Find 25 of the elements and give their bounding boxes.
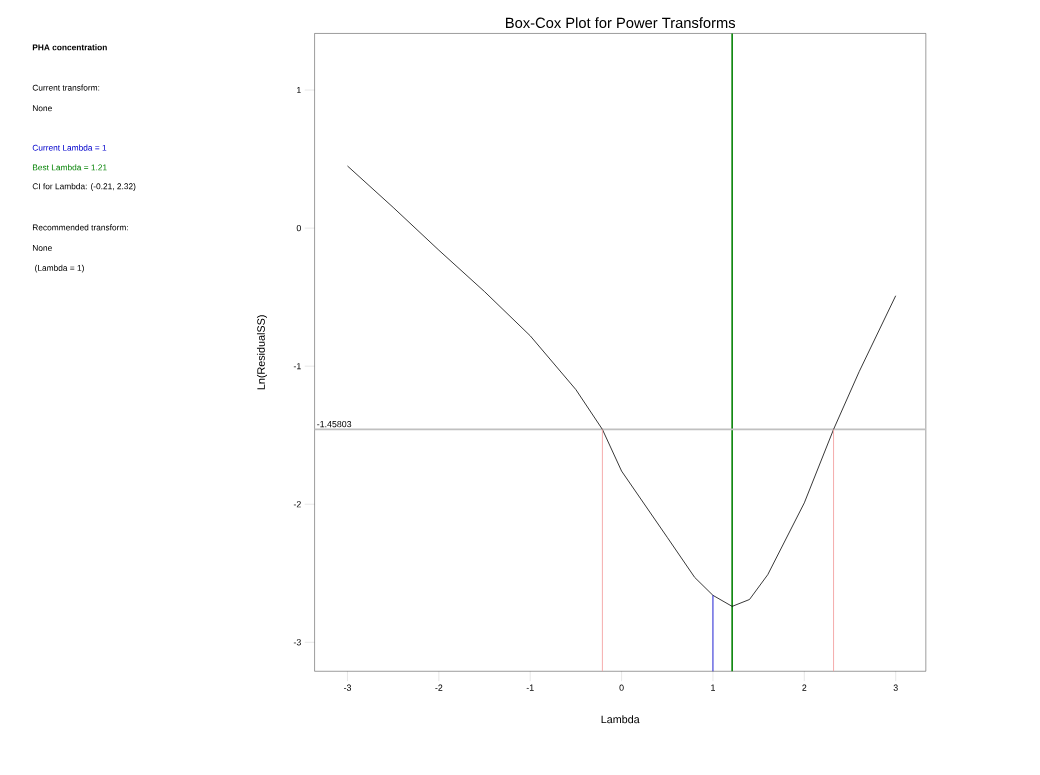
text: Recommended transform:: [32, 224, 128, 231]
x-tick-label: 0: [619, 684, 624, 692]
x-tick-label: 1: [711, 684, 715, 691]
x-tick-label: -1: [526, 684, 534, 691]
text: None: [32, 105, 52, 112]
text: CI for Lambda: (-0.21, 2.32): [32, 183, 136, 192]
y-tick-label: -3: [293, 639, 301, 646]
x-tick-label: 3: [893, 684, 898, 692]
text: (Lambda = 1): [35, 265, 84, 273]
text: Current transform:: [32, 84, 100, 91]
x-axis-title: Lambda: [601, 715, 640, 724]
y-tick-label: 1: [297, 87, 301, 94]
y-tick-label: 0: [296, 225, 301, 232]
y-tick-label: -2: [293, 501, 301, 508]
y-axis-title: Ln(ResidualSS): [256, 315, 268, 390]
x-tick-label: -3: [343, 684, 352, 692]
y-tick-label: -1: [293, 363, 301, 370]
text: PHA concentration: [32, 44, 107, 51]
ref-line-label: Best Lambda = 1.21: [32, 164, 107, 171]
ref-line-label: -1.45803: [317, 421, 352, 428]
chart-title: Box-Cox Plot for Power Transforms: [506, 17, 736, 29]
text: None: [32, 245, 52, 252]
x-tick-label: -2: [435, 684, 443, 691]
text: Current Lambda = 1: [32, 144, 107, 151]
x-tick-label: 2: [802, 684, 807, 691]
